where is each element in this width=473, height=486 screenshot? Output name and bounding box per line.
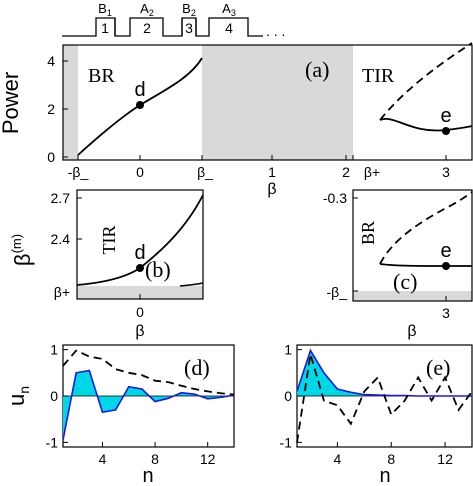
schematic-segment-4: 4: [225, 20, 233, 36]
panel-a-xtick-label-mbeta: -β_: [68, 164, 89, 180]
panel-a-frame: [62, 44, 473, 161]
panel-a-point-d: [136, 101, 144, 109]
panel-b-label: (b): [145, 257, 171, 282]
panel-c-ytick-label-mbeta: -β_: [326, 284, 347, 300]
schematic-segment-3: 3: [185, 20, 193, 36]
schematic-waveform: [62, 17, 263, 37]
schematic-label-b2: B2: [182, 1, 196, 18]
panel-d-ylabel: un: [4, 386, 32, 406]
panel-e-label: (e): [426, 355, 450, 380]
panel-a-xlabel: β: [267, 181, 276, 198]
panel-a-xtick-label-3: 3: [442, 164, 450, 180]
schematic-segment-1: 1: [101, 20, 109, 36]
panel-a-label: (a): [305, 57, 329, 82]
panel-d-xtick-label-4: 4: [99, 451, 107, 467]
panel-d-series-dashed: [62, 349, 235, 396]
panel-a-region-tir: TIR: [362, 65, 395, 87]
panel-d-xlabel: n: [142, 465, 153, 486]
schematic-label-a3: A3: [222, 1, 236, 18]
panel-a-point-e: [442, 127, 450, 135]
panel-c-point-e: [442, 262, 450, 270]
panel-c-region-br: BR: [358, 221, 378, 245]
schematic-ellipsis: . . .: [266, 23, 285, 39]
panel-a-xtick-label-2: 2: [342, 164, 350, 180]
panel-b-ytick-label-24: 2.4: [51, 231, 71, 247]
panel-d-label: (d): [184, 355, 210, 380]
panel-e-plot: 4 8 12 1 0 -1: [280, 342, 473, 467]
panel-a-shade-left: [63, 45, 78, 160]
panel-e-series-dashed: [296, 354, 473, 443]
panel-e-xtick-label-12: 12: [437, 451, 453, 467]
panel-d-xtick-label-12: 12: [200, 451, 216, 467]
panel-e: 4 8 12 1 0 -1 (e) n: [280, 342, 473, 486]
panel-d-xtick-label-8: 8: [151, 451, 159, 467]
schematic-label-a2: A2: [140, 1, 154, 18]
panel-a-point-d-label: d: [134, 79, 145, 101]
panel-a-ylabel: Power: [0, 72, 23, 134]
panel-a-xtick-label-beta: β_: [197, 164, 213, 180]
panel-c-series-dashed: [379, 191, 473, 265]
panel-c-point-e-label: e: [440, 240, 451, 262]
panel-b: d TIR (b) 2.7 2.4 β+ 0 β β(m): [9, 189, 204, 340]
panel-c-xlabel: β: [407, 323, 416, 340]
panel-e-ytick-label-1: 0: [284, 388, 292, 404]
panel-c-ytick-label-m03: -0.3: [323, 190, 347, 206]
panel-a-xtick-label-0: 0: [136, 164, 144, 180]
panel-a-series-tir-stable: [379, 117, 473, 132]
schematic-segment-2: 2: [143, 20, 151, 36]
panel-b-shade-bottom: [77, 286, 203, 299]
panel-d-fill-area: [63, 370, 234, 441]
panel-c-xtick-label-3: 3: [442, 305, 450, 321]
panel-b-ytick-label-betaplus: β+: [54, 284, 70, 300]
panel-b-ytick-label-27: 2.7: [51, 190, 71, 206]
panel-b-xtick-label-0: 0: [136, 304, 144, 320]
panel-a-ytick-label-4: 4: [47, 53, 55, 69]
panel-a: d e BR TIR (a) 0 2 4 -β_ 0 β_ 1 2 β+ 3 β…: [0, 42, 473, 198]
panel-a-ytick-label-0: 0: [47, 149, 55, 165]
panel-a-xtick-label-betaplus: β+: [364, 164, 380, 180]
schematic: [62, 17, 263, 37]
panel-b-point-d: [136, 264, 144, 272]
panel-c-frame: [352, 189, 473, 302]
panel-b-ylabel: β(m): [9, 234, 35, 266]
panel-e-ytick-label-0: 1: [284, 342, 292, 358]
panel-b-point-d-label: d: [134, 242, 145, 264]
panel-d-ytick-label-0: 1: [50, 342, 58, 358]
panel-b-region-tir: TIR: [99, 226, 119, 255]
panel-c: e BR (c) -0.3 -β_ 3 β: [323, 189, 473, 340]
panel-d-ytick-label-2: -1: [46, 434, 59, 450]
panel-c-series-solid: [379, 263, 472, 267]
panel-c-label: (c): [393, 269, 417, 294]
panel-e-fill-area: [297, 350, 472, 396]
panel-e-xtick-label-8: 8: [387, 451, 395, 467]
panel-b-series-tail: [179, 282, 204, 287]
panel-a-shade-middle: [202, 45, 353, 160]
panel-d-ytick-label-1: 0: [50, 388, 58, 404]
panel-e-xlabel: n: [379, 465, 390, 486]
panel-a-series-tir-unstable: [379, 42, 473, 121]
schematic-label-b1: B1: [98, 1, 112, 18]
panel-d-plot: 4 8 12 1 0 -1: [46, 342, 235, 467]
panel-b-xlabel: β: [135, 323, 144, 340]
panel-c-shade-bottom: [353, 291, 472, 301]
panel-e-ytick-label-2: -1: [280, 434, 293, 450]
panel-e-xtick-label-4: 4: [333, 451, 341, 467]
panel-a-region-br: BR: [88, 65, 115, 87]
panel-d: 4 8 12 1 0 -1 (d) un n: [4, 342, 235, 486]
panel-a-point-e-label: e: [440, 105, 451, 127]
panel-a-ytick-label-2: 2: [47, 101, 55, 117]
panel-d-series-solid: [62, 369, 235, 441]
panel-a-xtick-label-1: 1: [268, 164, 276, 180]
